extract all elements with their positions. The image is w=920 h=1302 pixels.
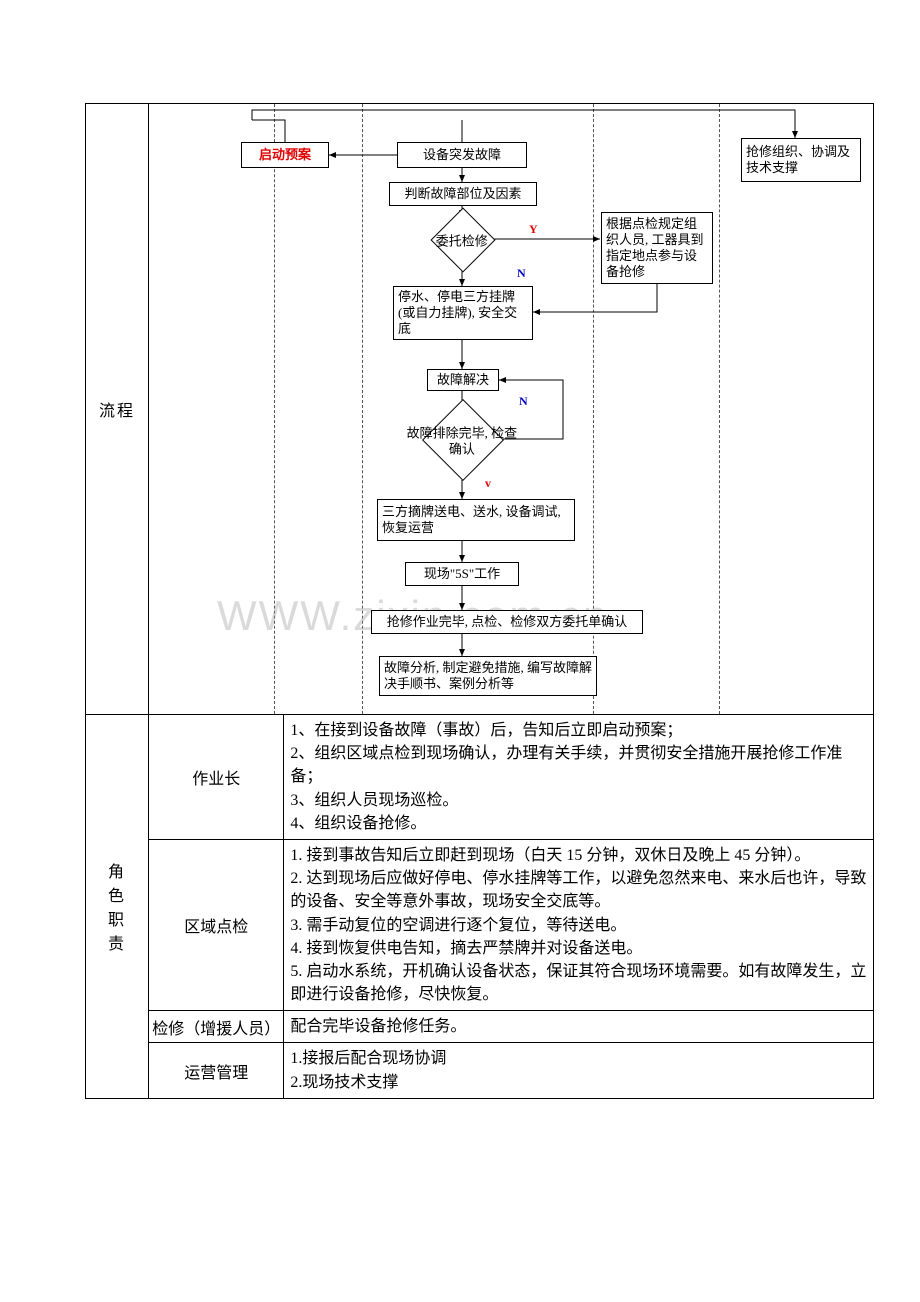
roles-label: 角色职责 <box>87 858 147 954</box>
branch-n1: N <box>517 266 526 281</box>
node-restore: 三方摘牌送电、送水, 设备调试, 恢复运营 <box>377 499 575 541</box>
node-5s: 现场"5S"工作 <box>405 562 519 586</box>
node-judge: 判断故障部位及因素 <box>389 182 537 206</box>
node-analysis: 故障分析, 制定避免措施, 编写故障解决手顺书、案例分析等 <box>379 656 597 696</box>
flowchart-canvas: WWW.zixin.com.cn <box>149 104 873 714</box>
node-start-plan: 启动预案 <box>241 142 329 168</box>
role-desc-3: 1.接报后配合现场协调 2.现场技术支撑 <box>284 1043 874 1098</box>
flow-label-cell: 流程 <box>86 104 149 715</box>
node-fault: 设备突发故障 <box>397 142 527 168</box>
node-org-right: 抢修组织、协调及技术支撑 <box>741 138 861 182</box>
node-org-person: 根据点检规定组织人员, 工器具到指定地点参与设备抢修 <box>601 212 713 284</box>
role-desc-0: 1、在接到设备故障（事故）后，告知后立即启动预案； 2、组织区域点检到现场确认，… <box>284 715 874 840</box>
lane-dash-4 <box>719 104 720 714</box>
main-table: 流程 WWW.zixin.com.cn <box>85 103 874 1099</box>
role-desc-2: 配合完毕设备抢修任务。 <box>284 1011 874 1043</box>
role-name-1: 区域点检 <box>149 839 284 1010</box>
node-stop: 停水、停电三方挂牌 (或自力挂牌), 安全交底 <box>393 286 533 340</box>
branch-y1: Y <box>529 222 538 237</box>
role-desc-1: 1. 接到事故告知后立即赶到现场（白天 15 分钟，双休日及晚上 45 分钟）。… <box>284 839 874 1010</box>
node-check-diamond: 故障排除完毕, 检查确认 <box>422 399 504 481</box>
node-done: 抢修作业完毕, 点检、检修双方委托单确认 <box>371 610 643 634</box>
node-solve: 故障解决 <box>427 369 499 391</box>
role-name-0: 作业长 <box>149 715 284 840</box>
page: 流程 WWW.zixin.com.cn <box>0 0 920 1302</box>
flow-label: 流程 <box>99 403 135 420</box>
role-name-2: 检修（增援人员） <box>149 1011 284 1043</box>
node-entrust-diamond: 委托检修 <box>430 207 495 272</box>
branch-n2: N <box>519 394 528 409</box>
branch-v: v <box>485 476 491 491</box>
role-name-3: 运营管理 <box>149 1043 284 1098</box>
roles-label-cell: 角色职责 <box>86 715 149 1099</box>
flowchart-cell: WWW.zixin.com.cn <box>149 104 874 715</box>
